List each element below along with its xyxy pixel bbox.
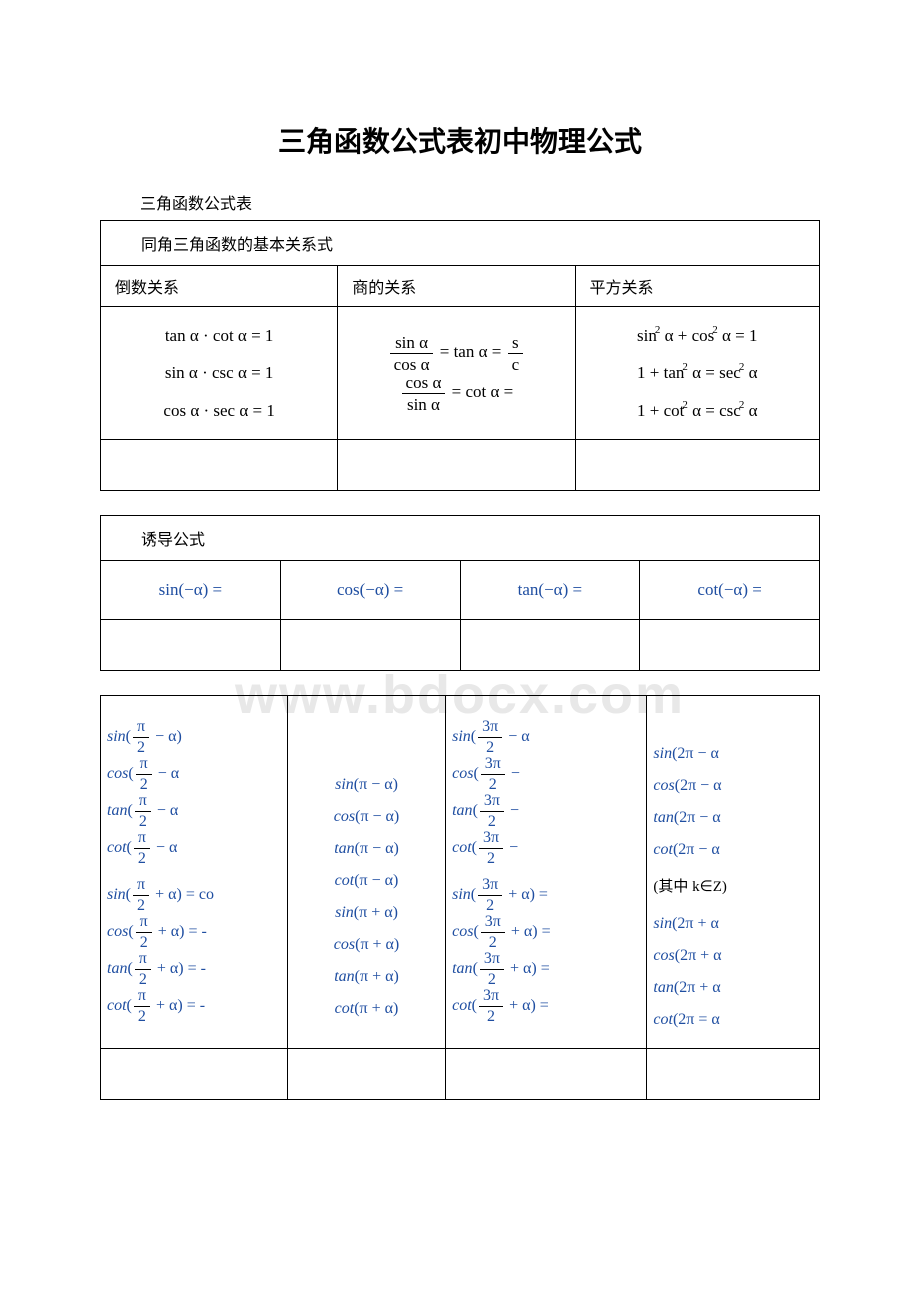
col-header-quotient: 商的关系 (338, 266, 575, 307)
col-header-reciprocal: 倒数关系 (101, 266, 338, 307)
spacer (575, 440, 819, 491)
spacer (280, 619, 460, 670)
spacer (101, 440, 338, 491)
induction-table-2: sin(π2 − α) cos(π2 − α tan(π2 − α cot(π2… (100, 695, 820, 1100)
spacer (446, 1048, 647, 1099)
spacer (101, 1048, 288, 1099)
reciprocal-cell: tan α · cot α = 1 sin α · csc α = 1 cos … (101, 307, 338, 440)
sin-neg: sin(−α) = (101, 561, 281, 619)
page-title: 三角函数公式表初中物理公式 (100, 120, 820, 160)
square-cell: sin2 α + cos2 α = 1 1 + tan2 α = sec2 α … (575, 307, 819, 440)
col3: sin(3π2 − α cos(3π2 − tan(3π2 − cot(3π2 … (446, 695, 647, 1048)
spacer (460, 619, 640, 670)
spacer (101, 619, 281, 670)
tan-neg: tan(−α) = (460, 561, 640, 619)
col-header-square: 平方关系 (575, 266, 819, 307)
kz-note: (其中 k∈Z) (653, 872, 813, 902)
col4: sin(2π − α cos(2π − α tan(2π − α cot(2π … (647, 695, 820, 1048)
induction-table: 诱导公式 sin(−α) = cos(−α) = tan(−α) = cot(−… (100, 515, 820, 670)
spacer (287, 1048, 445, 1099)
col2: sin(π − α) cos(π − α) tan(π − α) cot(π −… (287, 695, 445, 1048)
col1: sin(π2 − α) cos(π2 − α tan(π2 − α cot(π2… (101, 695, 288, 1048)
induction-header: 诱导公式 (101, 516, 820, 561)
spacer (640, 619, 820, 670)
subtitle: 三角函数公式表 (140, 190, 820, 214)
cot-neg: cot(−α) = (640, 561, 820, 619)
cos-neg: cos(−α) = (280, 561, 460, 619)
quotient-cell: sin αcos α = tan α = sc cos αsin α = cot… (338, 307, 575, 440)
section-header: 同角三角函数的基本关系式 (101, 221, 820, 266)
spacer (647, 1048, 820, 1099)
spacer (338, 440, 575, 491)
identities-table: 同角三角函数的基本关系式 倒数关系 商的关系 平方关系 tan α · cot … (100, 220, 820, 491)
